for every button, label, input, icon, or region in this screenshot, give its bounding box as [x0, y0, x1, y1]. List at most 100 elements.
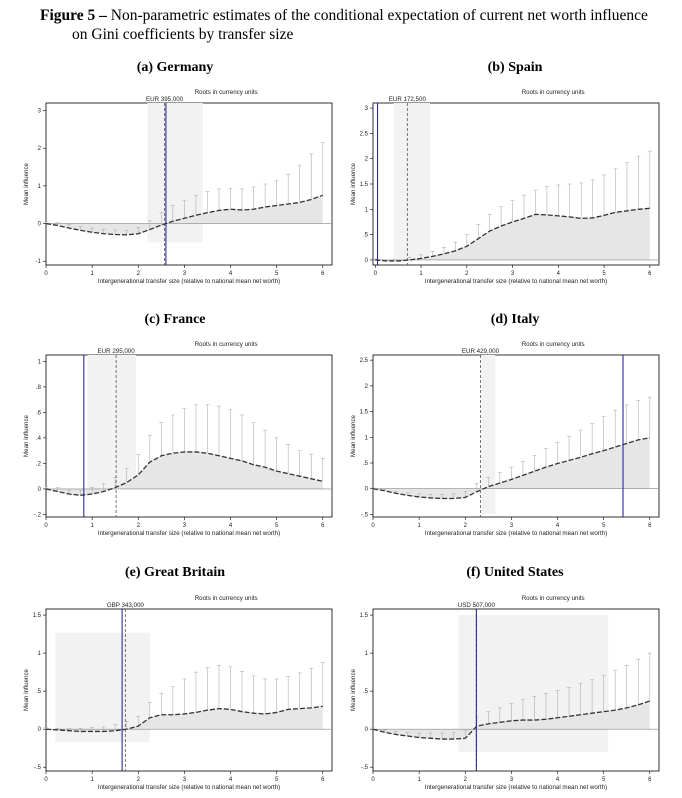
- x-axis-label: Intergenerational transfer size (relativ…: [425, 784, 607, 791]
- panel-country: Great Britain: [144, 565, 225, 580]
- x-tick-label: 4: [229, 777, 233, 783]
- y-tick-label: .2: [36, 461, 42, 467]
- x-tick-label: 2: [137, 777, 141, 783]
- roots-label: Roots in currency units: [195, 89, 258, 96]
- x-tick-label: 3: [183, 777, 187, 783]
- panel-title: (d) Italy: [491, 312, 540, 327]
- y-tick-label: 1.5: [33, 613, 42, 619]
- y-axis-label: Mean influence: [350, 668, 357, 711]
- x-axis-label: Intergenerational transfer size (relativ…: [98, 784, 280, 791]
- chart-panel: (c) France Roots in currency units EUR 295…: [23, 312, 333, 537]
- y-tick-label: 2: [365, 384, 369, 390]
- root-value-label: USD 507,000: [458, 602, 496, 609]
- x-tick-label: 1: [90, 271, 94, 277]
- x-axis-label: Intergenerational transfer size (relativ…: [98, 278, 280, 285]
- y-tick-label: .8: [36, 385, 42, 391]
- roots-label: Roots in currency units: [522, 595, 585, 602]
- x-tick-label: 6: [648, 271, 652, 277]
- mean-influence-line: [45, 451, 323, 496]
- y-tick-label: 0: [365, 258, 369, 264]
- y-tick-label: 1: [38, 651, 42, 657]
- roots-label: Roots in currency units: [195, 595, 258, 602]
- x-tick-label: 5: [602, 777, 606, 783]
- panel-title: (e) Great Britain: [125, 565, 225, 580]
- chart-panel: (b) Spain Roots in currency units EUR 172,…: [350, 60, 660, 285]
- y-tick-label: 1: [365, 435, 369, 441]
- panel-country: Italy: [511, 312, 539, 327]
- x-tick-label: 0: [374, 271, 378, 277]
- root-value-label: EUR 395,000: [146, 96, 184, 103]
- y-tick-label: 2.5: [360, 131, 369, 137]
- mean-area: [375, 208, 650, 261]
- x-tick-label: 5: [275, 271, 279, 277]
- panel-title: (a) Germany: [137, 60, 214, 75]
- x-axis-label: Intergenerational transfer size (relativ…: [98, 530, 280, 537]
- mean-influence-line: [372, 437, 650, 500]
- panel-label: (c): [144, 312, 163, 327]
- mean-area: [46, 706, 323, 732]
- x-tick-label: 4: [556, 777, 560, 783]
- y-tick-label: -.5: [361, 512, 369, 518]
- x-tick-label: 3: [183, 271, 187, 277]
- root-value-label: GBP 343,000: [107, 602, 145, 609]
- panel-country: Spain: [508, 60, 542, 75]
- x-tick-label: 3: [511, 271, 515, 277]
- mean-influence-line: [372, 700, 650, 740]
- chart-panel: (a) Germany Roots in currency units EUR 39…: [23, 60, 333, 285]
- roots-label: Roots in currency units: [522, 341, 585, 348]
- y-tick-label: 3: [38, 109, 42, 115]
- y-tick-label: .5: [363, 233, 369, 239]
- figure-caption-line2: on Gini coefficients by transfer size: [72, 26, 294, 43]
- mean-influence-line: [45, 705, 323, 733]
- mean-influence-line: [45, 194, 323, 236]
- y-tick-label: 0: [365, 487, 369, 493]
- x-tick-label: 0: [44, 523, 48, 529]
- figure-label: Figure 5 –: [40, 7, 107, 24]
- x-tick-label: 1: [90, 523, 94, 529]
- y-tick-label: .5: [363, 689, 369, 695]
- x-tick-label: 5: [602, 523, 606, 529]
- chart-panel: (e) Great Britain Roots in currency units…: [23, 565, 333, 791]
- mean-area: [373, 701, 650, 740]
- panel-label: (b): [488, 60, 509, 75]
- panel-title: (c) France: [144, 312, 205, 327]
- x-tick-label: 2: [464, 523, 468, 529]
- x-tick-label: 5: [602, 271, 606, 277]
- roots-label: Roots in currency units: [522, 89, 585, 96]
- x-tick-label: 6: [648, 777, 652, 783]
- panel-country: United States: [484, 565, 564, 580]
- figure-caption-line1: Non-parametric estimates of the conditio…: [110, 7, 648, 24]
- x-tick-label: 5: [275, 523, 279, 529]
- mean-area: [46, 451, 323, 496]
- x-tick-label: 0: [371, 777, 375, 783]
- x-tick-label: 1: [90, 777, 94, 783]
- mean-influence-line: [375, 207, 650, 262]
- x-tick-label: 4: [229, 271, 233, 277]
- panel-country: Germany: [157, 60, 214, 75]
- root-range-band: [55, 632, 150, 743]
- y-tick-label: -.5: [361, 765, 369, 771]
- y-tick-label: 2: [365, 157, 369, 163]
- x-tick-label: 2: [464, 777, 468, 783]
- y-tick-label: .6: [36, 410, 42, 416]
- y-tick-label: .5: [36, 689, 42, 695]
- panel-label: (e): [125, 565, 144, 580]
- x-tick-label: 4: [229, 523, 233, 529]
- x-tick-label: 6: [648, 523, 652, 529]
- x-tick-label: 2: [465, 271, 469, 277]
- y-tick-label: 1: [365, 651, 369, 657]
- y-axis-label: Mean influence: [23, 414, 30, 457]
- root-value-label: EUR 429,000: [462, 348, 500, 355]
- x-tick-label: 4: [557, 271, 561, 277]
- y-tick-label: 2: [38, 146, 42, 152]
- panel-country: France: [164, 312, 206, 327]
- y-tick-label: -1: [36, 259, 42, 265]
- x-tick-label: 0: [44, 777, 48, 783]
- x-axis-label: Intergenerational transfer size (relativ…: [425, 278, 607, 285]
- figure-caption: Figure 5 – Non-parametric estimates of t…: [40, 6, 670, 44]
- x-tick-label: 6: [321, 271, 325, 277]
- x-tick-label: 6: [321, 777, 325, 783]
- root-range-band: [87, 355, 136, 489]
- chart-panel: (f) United States Roots in currency units…: [350, 565, 660, 791]
